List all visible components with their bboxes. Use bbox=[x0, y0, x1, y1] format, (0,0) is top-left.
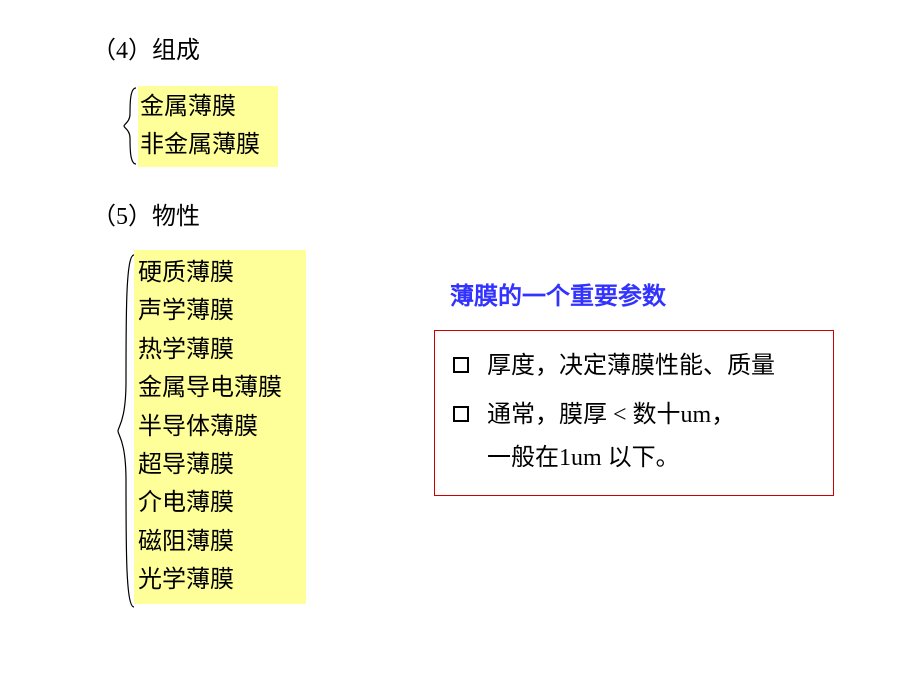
list-item: 声学薄膜 bbox=[138, 292, 304, 330]
list-item: 非金属薄膜 bbox=[140, 126, 272, 164]
physical-property-list: 硬质薄膜 声学薄膜 热学薄膜 金属导电薄膜 半导体薄膜 超导薄膜 介电薄膜 磁阻… bbox=[134, 250, 306, 604]
list-item: 热学薄膜 bbox=[138, 331, 304, 369]
composition-list: 金属薄膜 非金属薄膜 bbox=[138, 86, 278, 167]
list-item: 硬质薄膜 bbox=[138, 254, 304, 292]
info-bullet: 厚度，决定薄膜性能、质量 bbox=[453, 345, 815, 388]
info-bullet: 通常，膜厚 < 数十um， 一般在1um 以下。 bbox=[453, 394, 815, 480]
list-item: 光学薄膜 bbox=[138, 561, 304, 599]
list-item: 介电薄膜 bbox=[138, 484, 304, 522]
list-item: 金属导电薄膜 bbox=[138, 369, 304, 407]
info-text: 一般在1um 以下。 bbox=[487, 445, 680, 471]
list-item: 磁阻薄膜 bbox=[138, 523, 304, 561]
section-heading-5: （5）物性 bbox=[92, 196, 200, 231]
list-item: 半导体薄膜 bbox=[138, 408, 304, 446]
square-bullet-icon bbox=[453, 406, 469, 422]
list-item: 超导薄膜 bbox=[138, 446, 304, 484]
info-box: 厚度，决定薄膜性能、质量 通常，膜厚 < 数十um， 一般在1um 以下。 bbox=[434, 330, 834, 496]
info-text: 通常，膜厚 < 数十um， bbox=[487, 402, 735, 428]
list-item: 金属薄膜 bbox=[140, 88, 272, 126]
info-text: 厚度，决定薄膜性能、质量 bbox=[487, 353, 775, 379]
square-bullet-icon bbox=[453, 357, 469, 373]
callout-title: 薄膜的一个重要参数 bbox=[450, 276, 666, 311]
section-heading-4: （4）组成 bbox=[92, 30, 200, 65]
